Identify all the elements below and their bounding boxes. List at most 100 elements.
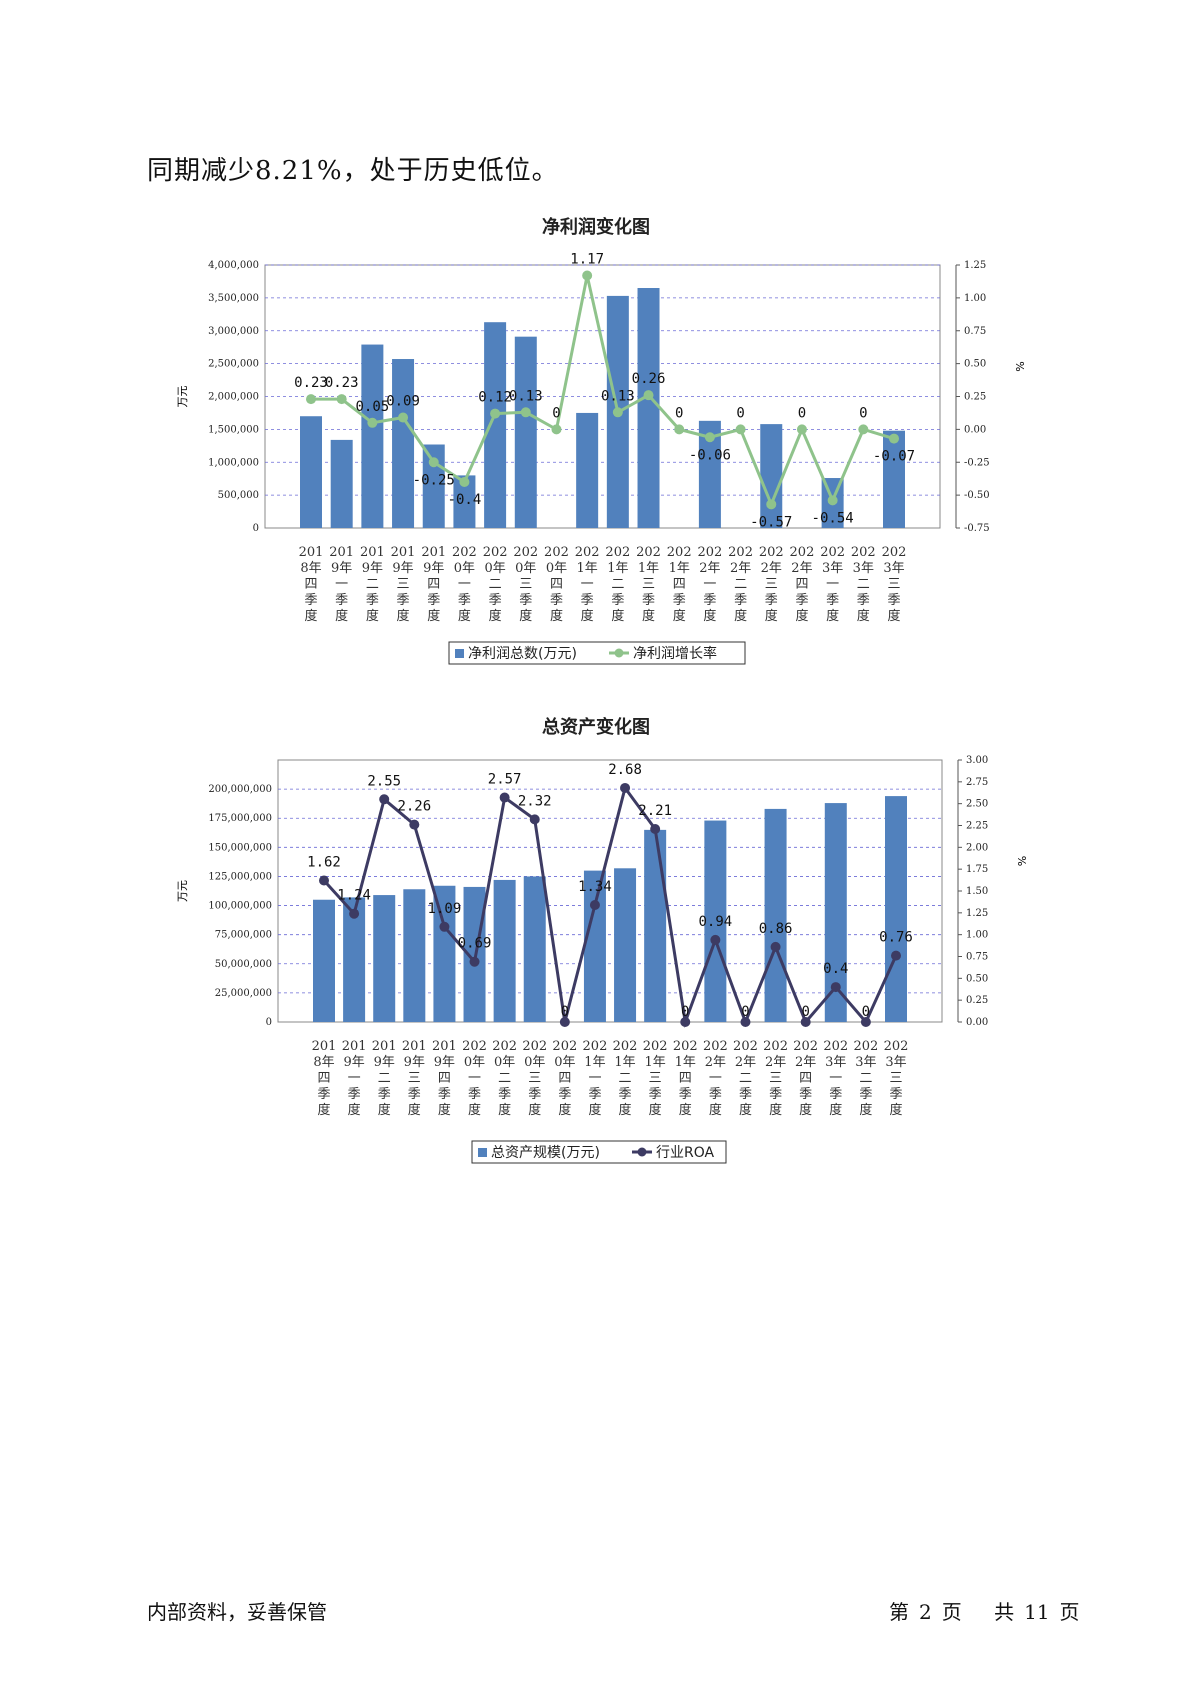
x-tick-label: 三: [408, 1071, 421, 1086]
x-tick-label: 四: [438, 1071, 451, 1086]
x-tick-label: 202: [759, 545, 784, 560]
line-point: [559, 1017, 570, 1027]
bar: [704, 820, 727, 1022]
x-tick-label: 0年: [464, 1055, 485, 1070]
x-tick-label: 季: [765, 593, 778, 608]
footer-confidential-note: 内部资料，妥善保管: [147, 1600, 327, 1624]
x-tick-label: 四: [795, 577, 808, 592]
line-point: [674, 424, 685, 435]
x-tick-label: 度: [581, 608, 594, 624]
x-tick-label: 201: [402, 1039, 427, 1054]
x-tick-label: 度: [588, 1102, 601, 1118]
y2-tick-label: -0.75: [964, 523, 990, 534]
y2-tick-label: 3.00: [966, 755, 988, 766]
x-tick-label: 度: [799, 1102, 812, 1118]
x-tick-label: 度: [427, 608, 440, 624]
bar: [637, 288, 660, 528]
x-tick-label: 度: [795, 608, 808, 624]
data-label: -0.06: [689, 447, 731, 463]
legend-bar-label: 净利润总数(万元): [468, 646, 577, 662]
data-label: 0: [552, 405, 560, 421]
data-label: 0.09: [386, 394, 420, 410]
x-tick-label: 0年: [484, 561, 505, 576]
x-tick-label: 202: [605, 545, 630, 560]
line-point: [827, 495, 838, 506]
x-tick-label: 度: [826, 608, 839, 624]
x-tick-label: 202: [820, 545, 845, 560]
line-point: [770, 941, 781, 952]
x-tick-label: 二: [739, 1071, 752, 1086]
y2-tick-label: -0.50: [964, 490, 990, 501]
x-tick-label: 0年: [494, 1055, 515, 1070]
y-tick-label: 200,000,000: [208, 784, 272, 795]
data-label: 0.13: [509, 388, 543, 404]
y-tick-label: 50,000,000: [215, 959, 272, 970]
data-label: 0.12: [478, 390, 512, 406]
x-tick-label: 3年: [883, 561, 904, 576]
x-tick-label: 201: [391, 545, 416, 560]
x-tick-label: 度: [887, 608, 900, 624]
bar: [330, 439, 353, 528]
line-point: [582, 270, 593, 281]
line-point: [766, 499, 777, 510]
x-tick-label: 度: [519, 608, 532, 624]
x-tick-label: 201: [360, 545, 385, 560]
x-tick-label: 一: [581, 577, 594, 592]
x-tick-label: 9年: [362, 561, 383, 576]
x-tick-label: 9年: [343, 1055, 364, 1070]
legend-line-label: 净利润增长率: [633, 645, 717, 662]
x-tick-label: 季: [498, 1087, 511, 1102]
x-tick-label: 度: [366, 608, 379, 624]
line-point: [409, 819, 420, 830]
chart-title: 净利润变化图: [542, 216, 650, 238]
line-point: [499, 792, 510, 803]
chart-svg: 总资产变化图 200,000,000 175,000,000 150,000,000 1…: [176, 716, 1028, 1164]
x-tick-label: 四: [317, 1071, 330, 1086]
x-tick-label: 季: [458, 593, 471, 608]
x-tick-label: 1年: [607, 561, 628, 576]
series-line: [311, 275, 895, 509]
y2-tick-label: 0.50: [964, 359, 986, 370]
x-tick-label: 3年: [855, 1055, 876, 1070]
bar: [824, 803, 847, 1022]
line-point: [520, 407, 531, 418]
x-tick-label: 度: [348, 1102, 361, 1118]
data-label: 0.23: [325, 375, 359, 391]
line-point: [858, 424, 869, 435]
bar: [392, 359, 415, 528]
x-tick-label: 1年: [669, 561, 690, 576]
x-tick-label: 2年: [791, 561, 812, 576]
x-tick-label: 度: [642, 608, 655, 624]
y2-tick-label: 0.75: [964, 326, 986, 337]
line-point: [439, 921, 450, 932]
x-tick-label: 9年: [434, 1055, 455, 1070]
x-tick-label: 季: [673, 593, 686, 608]
x-tick-label: 二: [857, 577, 870, 592]
data-label: 0: [675, 405, 683, 421]
x-tick-label: 度: [317, 1102, 330, 1118]
x-tick-label: 202: [733, 1039, 758, 1054]
x-tick-label: 度: [649, 1102, 662, 1118]
x-tick-label: 一: [458, 577, 471, 592]
data-label: 1.09: [428, 901, 462, 917]
data-label: 0.23: [294, 375, 328, 391]
x-tick-label: 度: [769, 1102, 782, 1118]
y2-tick-label: 1.75: [966, 864, 988, 875]
x-tick-label: 度: [489, 608, 502, 624]
data-label: -0.54: [812, 510, 854, 526]
x-tick-label: 二: [378, 1071, 391, 1086]
y2-tick-label: 2.75: [966, 777, 988, 788]
data-label: 2.26: [397, 799, 431, 815]
legend: 总资产规模(万元) 行业ROA: [471, 1140, 727, 1164]
y-tick-label: 0: [266, 1017, 272, 1028]
bar: [764, 808, 787, 1022]
x-tick-label: 202: [636, 545, 661, 560]
x-tick-label: 2年: [761, 561, 782, 576]
x-tick-label: 202: [552, 1039, 577, 1054]
data-label: -0.57: [750, 514, 792, 530]
line-point: [620, 782, 631, 793]
x-tick-label: 季: [887, 593, 900, 608]
net-profit-chart: 净利润变化图 4,000,000 3,500,000 3,000,000 2,500,0…: [0, 215, 1191, 675]
x-tick-label: 2年: [735, 1055, 756, 1070]
bar: [644, 829, 667, 1022]
